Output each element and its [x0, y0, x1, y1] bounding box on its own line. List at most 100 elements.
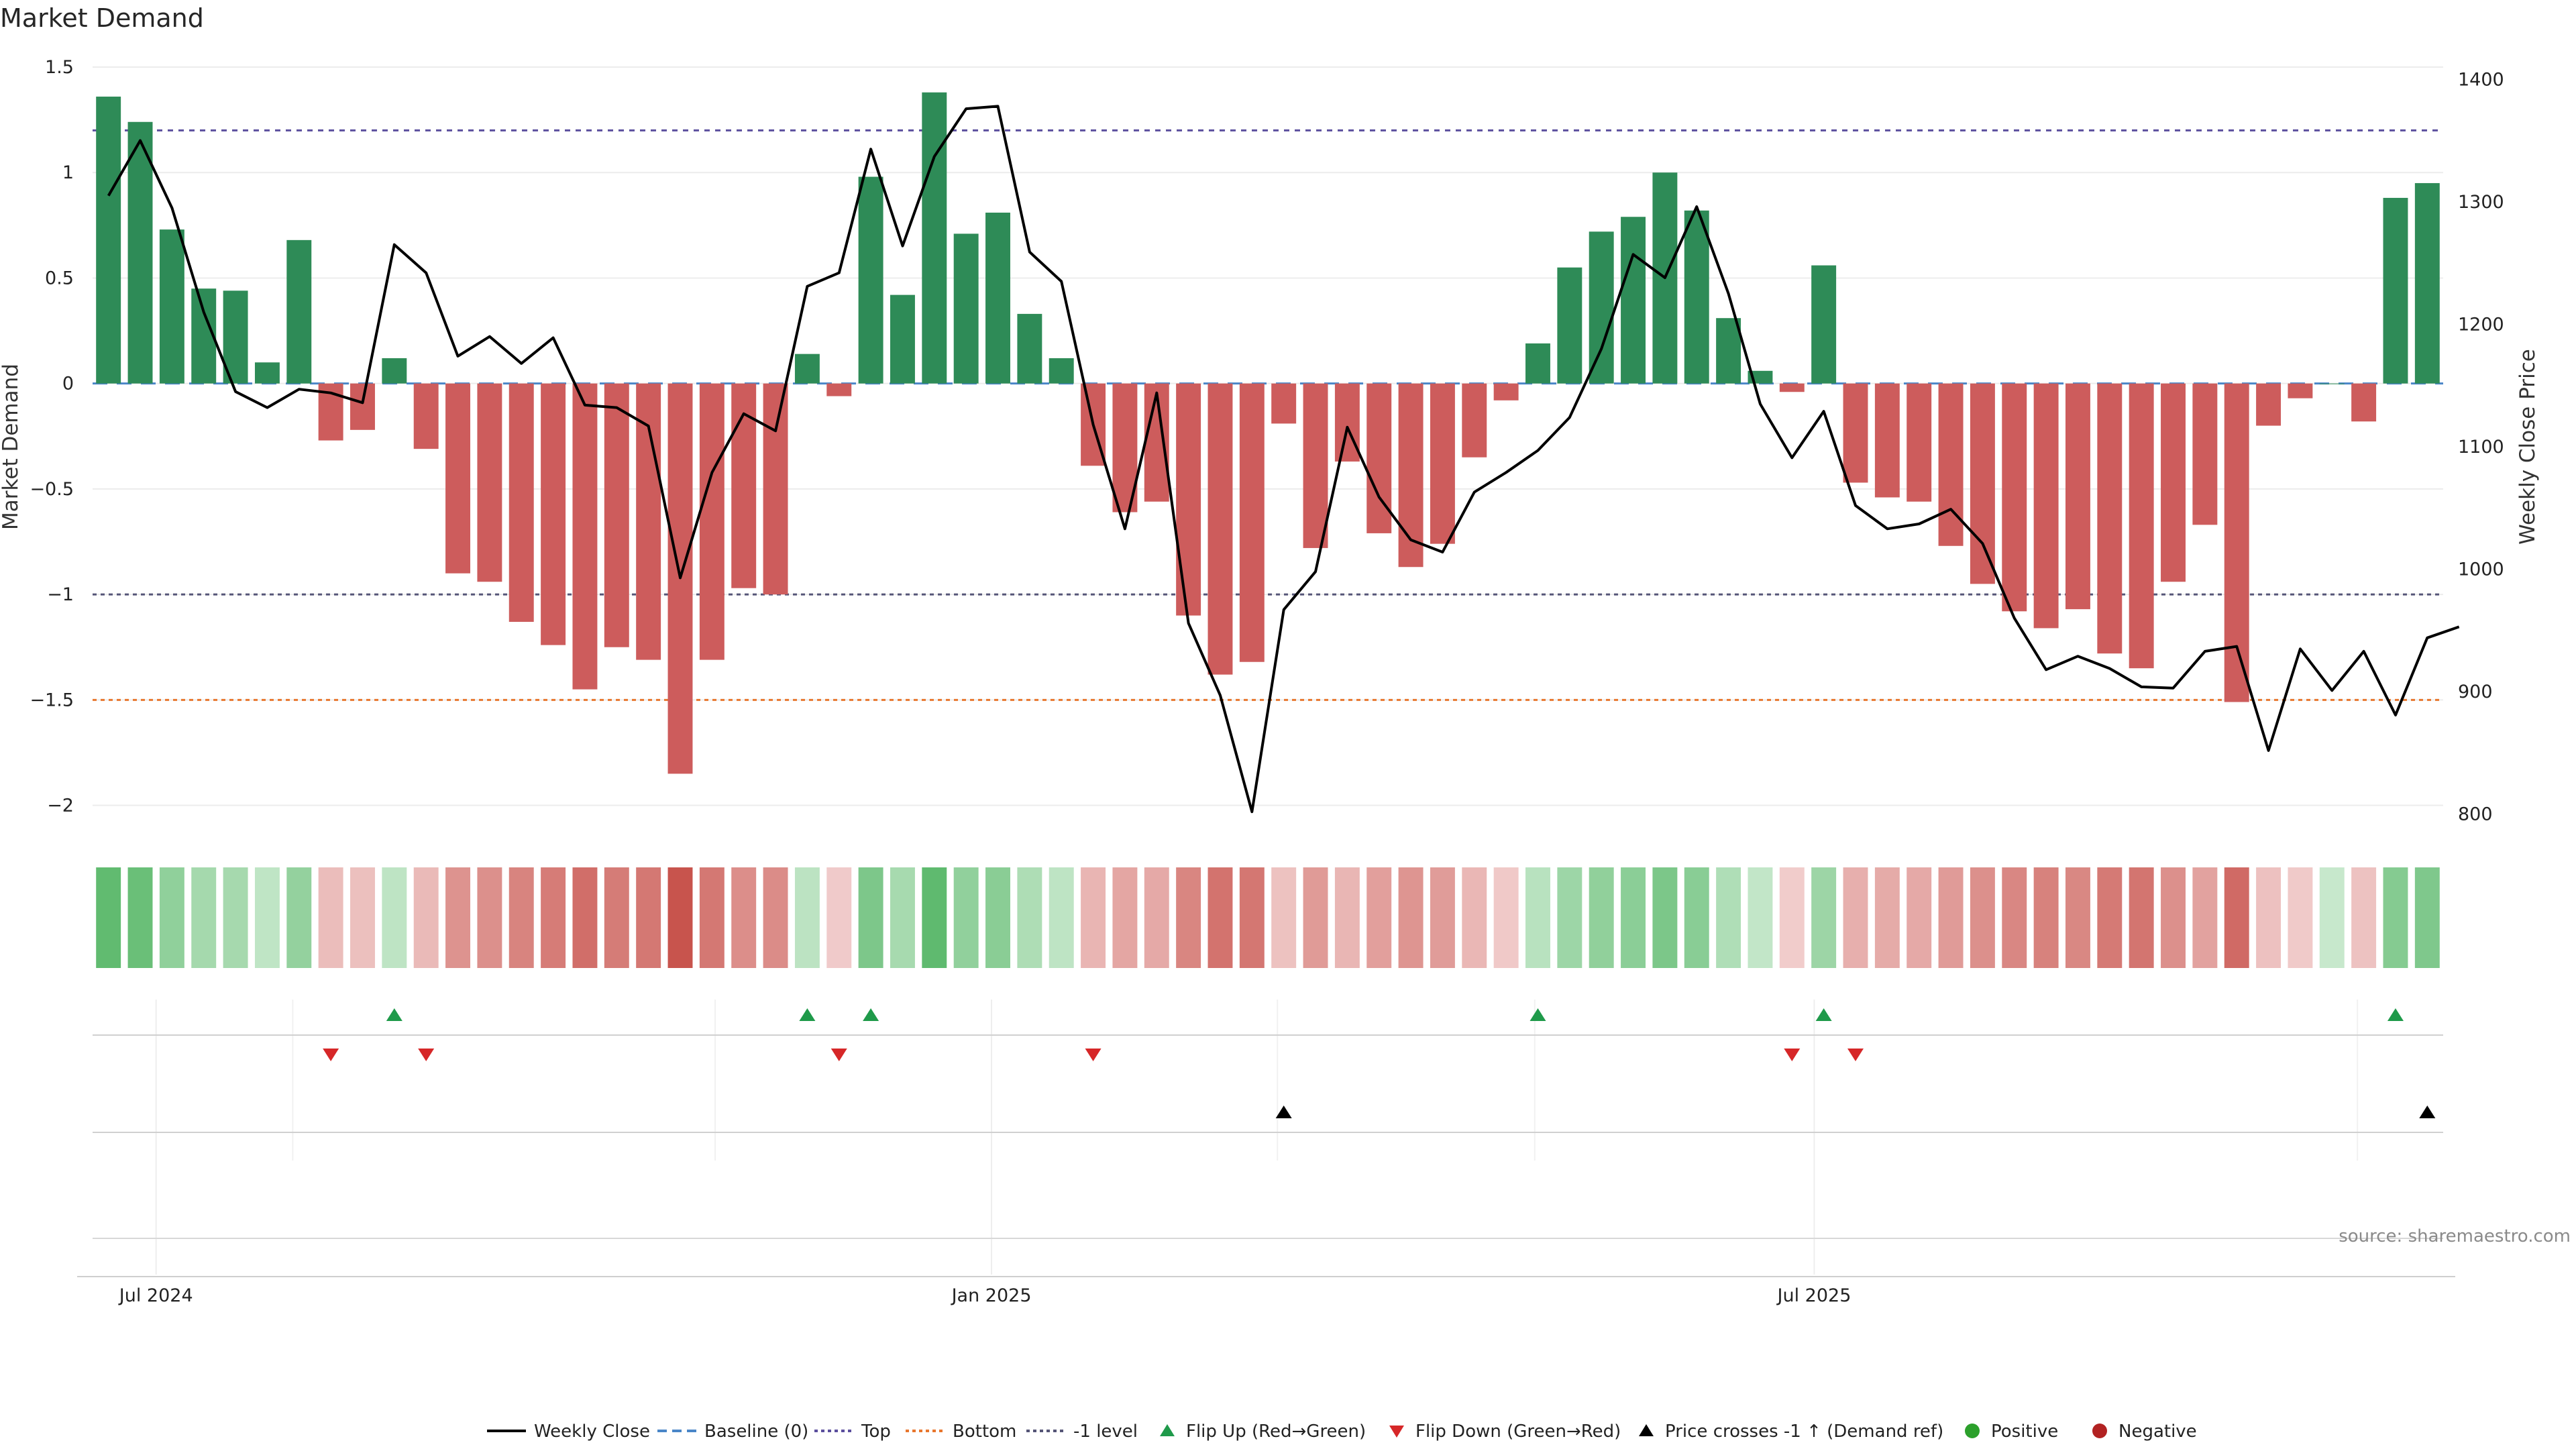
- legend: Weekly Close Baseline (0) Top Bottom -1 leve…: [487, 1421, 2197, 1442]
- flip-up-marker: [386, 1008, 402, 1021]
- heatmap-cell: [477, 867, 502, 968]
- price-line-layer: [107, 105, 2460, 814]
- heatmap-cell: [1493, 867, 1519, 968]
- y2-axis-title: Weekly Close Price: [2516, 349, 2540, 545]
- demand-bar: [2097, 383, 2123, 654]
- demand-bar: [1843, 383, 1868, 483]
- gridlines: [93, 66, 2443, 1275]
- heatmap-cell: [382, 867, 407, 968]
- x-tick-label: Jan 2025: [951, 1285, 1032, 1306]
- demand-bar: [1684, 210, 1709, 384]
- heatmap-cell: [541, 867, 566, 968]
- y-tick-label: 1: [62, 162, 74, 183]
- demand-bar: [1430, 383, 1455, 544]
- heatmap-cell: [1843, 867, 1868, 968]
- demand-bar: [953, 233, 979, 384]
- flip-up-marker: [2387, 1008, 2404, 1021]
- heatmap-cell: [1049, 867, 1074, 968]
- demand-bar: [1970, 383, 1995, 584]
- demand-bar: [572, 383, 598, 690]
- legend-label: Positive: [1991, 1421, 2058, 1442]
- legend-label: Negative: [2118, 1421, 2197, 1442]
- demand-bar: [477, 383, 502, 582]
- heatmap-cell: [1176, 867, 1201, 968]
- demand-bar: [1017, 313, 1042, 384]
- heatmap-cell: [1430, 867, 1455, 968]
- demand-bar: [2256, 383, 2282, 426]
- demand-bar: [445, 383, 471, 574]
- heatmap-cell: [890, 867, 915, 968]
- heatmap-cell: [1271, 867, 1297, 968]
- demand-bar: [1874, 383, 1900, 498]
- demand-bar: [1525, 343, 1550, 384]
- demand-bar: [1271, 383, 1297, 424]
- heatmap-cell: [731, 867, 757, 968]
- demand-bar: [1398, 383, 1424, 568]
- demand-bar: [1716, 318, 1741, 384]
- demand-bar: [541, 383, 566, 645]
- demand-bar: [2288, 383, 2313, 398]
- heatmap-cell: [350, 867, 375, 968]
- heatmap-cell: [508, 867, 534, 968]
- demand-bar: [254, 362, 280, 384]
- demand-bar: [1334, 383, 1360, 462]
- demand-bar: [1049, 358, 1074, 384]
- heatmap-cell: [1874, 867, 1900, 968]
- legend-label: Price crosses -1 ↑ (Demand ref): [1665, 1421, 1943, 1442]
- weekly-close-line: [107, 105, 2460, 814]
- heatmap-cell: [223, 867, 248, 968]
- reference-lines: [93, 129, 2443, 701]
- flip-up-marker: [863, 1008, 879, 1021]
- demand-bar: [763, 383, 788, 595]
- x-tick-label: Jul 2024: [118, 1285, 193, 1306]
- y-tick-label: 1.5: [45, 57, 74, 78]
- y-tick-label: −1: [47, 584, 74, 605]
- heatmap-cell: [2033, 867, 2059, 968]
- heatmap-cell: [699, 867, 724, 968]
- demand-bar: [508, 383, 534, 622]
- y-tick-label: −2: [47, 796, 74, 816]
- demand-bar: [2383, 197, 2408, 384]
- heatmap-cell: [1017, 867, 1042, 968]
- heatmap-cell: [572, 867, 598, 968]
- chart-title: Market Demand: [0, 3, 204, 33]
- heatmap-cell: [1779, 867, 1805, 968]
- demand-bar: [1621, 217, 1646, 384]
- heatmap-cell: [1303, 867, 1328, 968]
- demand-bar: [382, 358, 407, 384]
- demand-bar: [1239, 383, 1265, 662]
- price-cross-marker: [2419, 1106, 2436, 1118]
- heatmap-cell: [1684, 867, 1709, 968]
- y2-tick-label: 1200: [2458, 314, 2504, 335]
- heatmap-cell: [1938, 867, 1964, 968]
- heatmap-cell: [2129, 867, 2154, 968]
- heatmap-cell: [1366, 867, 1392, 968]
- demand-bar: [2129, 383, 2154, 669]
- demand-bar: [2351, 383, 2377, 422]
- demand-bar: [1589, 231, 1614, 384]
- heatmap-cell: [191, 867, 217, 968]
- heatmap-cell: [1334, 867, 1360, 968]
- demand-bar: [985, 212, 1010, 384]
- heatmap-cell: [286, 867, 312, 968]
- demand-bar: [96, 97, 121, 384]
- demand-bar: [826, 383, 852, 396]
- heatmap-cell: [318, 867, 343, 968]
- demand-bar: [1208, 383, 1233, 675]
- heatmap-cell: [2097, 867, 2123, 968]
- demand-bar: [159, 229, 184, 384]
- heatmap-cell: [826, 867, 852, 968]
- demand-bar: [699, 383, 724, 660]
- heatmap-cell: [2383, 867, 2408, 968]
- heatmap-cell: [922, 867, 947, 968]
- heatmap-cell: [1081, 867, 1106, 968]
- demand-bar: [1557, 267, 1582, 384]
- heatmap-cell: [1112, 867, 1138, 968]
- heatmap-cell: [1970, 867, 1995, 968]
- heatmap-cell: [2065, 867, 2090, 968]
- demand-bar: [890, 294, 915, 384]
- legend-swatch: [1965, 1424, 1980, 1438]
- heatmap-cell: [1557, 867, 1582, 968]
- y2-tick-label: 1100: [2458, 437, 2504, 458]
